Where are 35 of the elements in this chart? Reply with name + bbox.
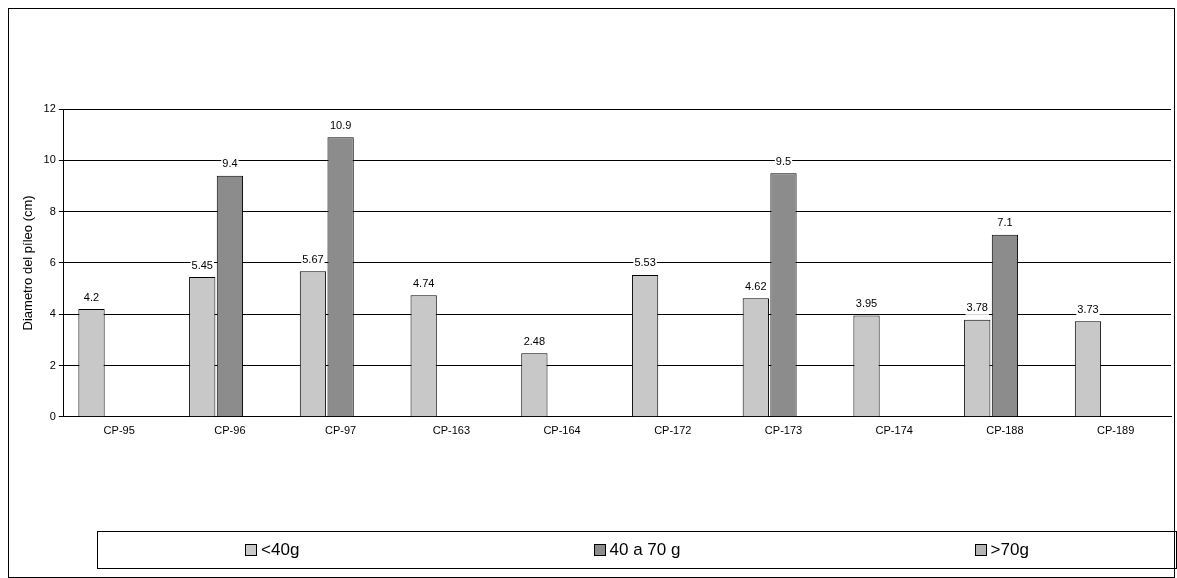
- y-tick-label: 6: [49, 255, 56, 268]
- x-tick-label: CP-96: [214, 424, 246, 437]
- x-tick-label: CP-95: [103, 424, 135, 437]
- data-label: 9.4: [222, 157, 238, 170]
- data-label: 5.45: [191, 258, 213, 271]
- y-axis-title: Diametro del píleo (cm): [20, 195, 36, 331]
- data-label: 3.73: [1077, 302, 1099, 315]
- y-tick-label: 2: [49, 358, 56, 371]
- x-tick-label: CP-172: [654, 424, 692, 437]
- data-label: 9.5: [775, 154, 792, 167]
- legend-label: 40 a 70 g: [609, 540, 681, 560]
- data-label: 4.74: [412, 276, 435, 289]
- data-label: 2.48: [523, 334, 546, 347]
- legend-label: <40g: [261, 540, 300, 560]
- y-tick-label: 8: [49, 204, 56, 217]
- y-tick-label: 4: [49, 307, 56, 320]
- x-tick-label: CP-188: [986, 424, 1024, 437]
- data-label: 3.78: [966, 301, 988, 314]
- x-tick-label: CP-173: [764, 424, 803, 437]
- x-tick-label: CP-174: [875, 424, 913, 437]
- data-label: 5.53: [634, 256, 656, 269]
- data-label: 5.67: [302, 252, 324, 265]
- x-tick-label: CP-189: [1096, 424, 1135, 437]
- data-label: 4.2: [83, 290, 100, 303]
- data-label: 4.62: [745, 279, 767, 292]
- data-label: 3.95: [855, 297, 878, 310]
- x-tick-label: CP-97: [325, 424, 357, 437]
- y-tick-label: 0: [49, 409, 56, 422]
- legend-label: >70g: [990, 540, 1029, 560]
- x-tick-label: CP-163: [432, 424, 470, 437]
- y-tick-label: 12: [43, 102, 56, 115]
- data-label: 10.9: [329, 118, 352, 131]
- x-tick-label: CP-164: [543, 424, 581, 437]
- y-tick-label: 10: [43, 153, 56, 166]
- data-label: 7.1: [997, 216, 1013, 229]
